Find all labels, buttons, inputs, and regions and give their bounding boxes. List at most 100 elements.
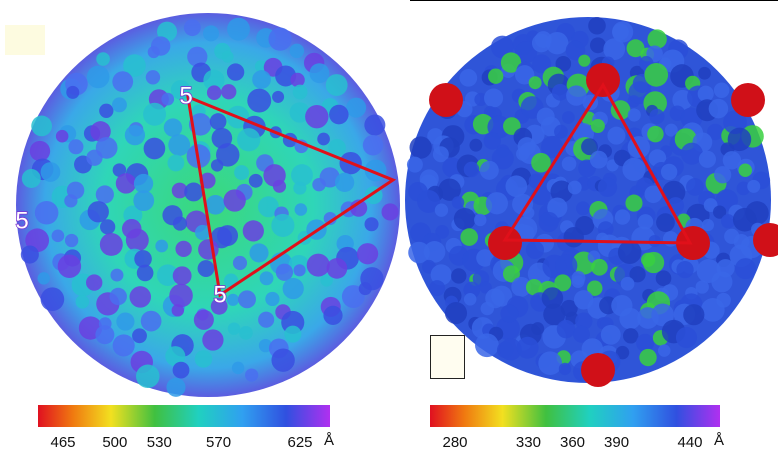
capsomer: [86, 150, 102, 166]
capsomer: [132, 328, 147, 343]
capsomer: [598, 178, 617, 197]
capsomer: [239, 326, 253, 340]
capsomer: [110, 288, 127, 305]
capsomer: [87, 66, 110, 89]
capsomer: [424, 241, 446, 263]
capsomer: [346, 98, 366, 118]
capsomer: [293, 85, 308, 100]
capsomer: [410, 136, 432, 158]
capsomer: [526, 241, 544, 259]
capsomer: [169, 284, 193, 308]
capsomer: [329, 105, 349, 125]
capsomer: [125, 125, 145, 145]
capsomer: [221, 84, 236, 99]
capsomer: [56, 130, 69, 143]
capsomer: [88, 201, 109, 222]
capsomer: [644, 63, 668, 87]
capsomer: [485, 289, 505, 309]
capsomer: [113, 334, 135, 356]
capsomer: [661, 164, 677, 180]
capsomer: [739, 163, 752, 176]
capsomer: [546, 32, 568, 54]
capsomer: [110, 269, 123, 282]
capsomer: [649, 109, 664, 124]
pentamer: [488, 226, 522, 260]
capsomer: [133, 190, 154, 211]
capsomer: [591, 119, 605, 133]
capsomer: [38, 272, 50, 284]
capsomer: [656, 270, 672, 286]
marker-box: [431, 336, 465, 379]
capsomer: [460, 228, 478, 246]
capsomer: [590, 37, 606, 53]
capsomer: [554, 125, 568, 139]
capsomer: [247, 89, 271, 113]
capsomer: [576, 201, 590, 215]
capsomer: [268, 28, 291, 51]
capsomer: [709, 99, 729, 119]
capsomer: [143, 103, 166, 126]
capsomer: [21, 245, 39, 263]
capsomer: [283, 278, 304, 299]
capsomer: [233, 256, 247, 270]
capsomer: [245, 368, 258, 381]
capsomer: [66, 86, 79, 99]
marker-box: [5, 25, 45, 55]
capsomer: [475, 333, 499, 357]
capsomer: [484, 88, 503, 107]
capsomer: [167, 155, 184, 172]
colorbar-tick-label: 330: [516, 434, 541, 451]
capsomer: [618, 240, 642, 264]
capsomer: [711, 271, 732, 292]
capsomer: [588, 17, 606, 35]
capsomer: [658, 344, 671, 357]
capsomer: [728, 128, 752, 152]
capsomer: [238, 290, 256, 308]
pentamer: [586, 63, 620, 97]
capsomer: [168, 134, 190, 156]
capsomer: [112, 97, 127, 112]
capsomer: [615, 209, 630, 224]
capsomer: [647, 126, 664, 143]
capsomer: [714, 166, 731, 183]
capsomer: [65, 234, 78, 247]
capsomer: [557, 320, 575, 338]
capsomer: [552, 84, 569, 101]
capsomer: [578, 55, 590, 67]
capsomer: [305, 105, 328, 128]
capsomer: [469, 139, 482, 152]
capsomer: [30, 141, 50, 161]
capsomer: [195, 350, 213, 368]
capsomer: [359, 282, 372, 295]
capsomer: [243, 220, 264, 241]
capsomer: [529, 76, 542, 89]
capsomer: [656, 213, 675, 232]
capsomer: [591, 259, 608, 276]
capsomer: [696, 280, 709, 293]
capsomer: [290, 44, 305, 59]
colorbar: [430, 405, 720, 427]
capsomer: [41, 287, 65, 311]
capsomer: [100, 219, 115, 234]
capsomer: [562, 111, 575, 124]
capsomer: [538, 351, 562, 375]
capsomer: [464, 162, 480, 178]
capsomer: [307, 254, 330, 277]
capsomer: [99, 104, 113, 118]
capsomer: [517, 337, 539, 359]
capsomer: [365, 217, 379, 231]
capsomer: [144, 138, 166, 160]
capsomer: [155, 240, 168, 253]
capsomer: [381, 203, 398, 220]
capsomer: [702, 219, 714, 231]
capsomer: [445, 302, 467, 324]
capsomer: [96, 52, 110, 66]
capsomer: [173, 266, 192, 285]
capsomer: [271, 348, 294, 371]
capsomer: [747, 180, 760, 193]
capsomer: [198, 260, 215, 277]
capsomer: [564, 227, 584, 247]
capsomer: [464, 293, 476, 305]
capsomer: [454, 208, 476, 230]
capsomer: [112, 71, 133, 92]
